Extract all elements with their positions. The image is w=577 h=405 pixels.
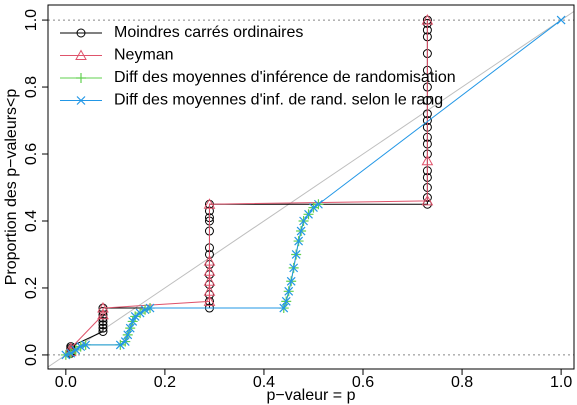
point xyxy=(279,303,289,313)
point xyxy=(203,265,216,276)
point xyxy=(130,312,140,321)
point xyxy=(296,226,306,236)
point xyxy=(203,275,216,286)
legend-label: Moindres carrés ordinaires xyxy=(114,24,303,41)
point xyxy=(97,302,109,313)
point xyxy=(203,255,216,266)
point xyxy=(81,340,91,350)
point xyxy=(98,320,108,330)
series-line xyxy=(70,20,428,352)
y-tick-label: 0.2 xyxy=(23,277,40,299)
point xyxy=(123,330,133,340)
point xyxy=(76,342,86,351)
point xyxy=(291,250,301,259)
diagonal-line xyxy=(47,10,575,368)
point xyxy=(120,337,130,346)
point xyxy=(140,305,150,315)
legend-marker xyxy=(75,49,87,60)
point xyxy=(98,316,108,326)
point xyxy=(281,296,291,306)
point xyxy=(115,340,125,350)
point xyxy=(61,350,71,360)
y-tick-label: 0.6 xyxy=(23,143,40,165)
x-tick-label: 0.0 xyxy=(55,374,77,391)
legend-marker xyxy=(76,73,86,83)
x-tick-label: 0.8 xyxy=(451,374,473,391)
point xyxy=(314,199,323,209)
y-tick-label: 0.4 xyxy=(23,210,40,232)
point xyxy=(97,308,109,320)
legend-label: Diff des moyennes d'inférence de randomi… xyxy=(114,69,456,86)
point xyxy=(304,209,313,219)
point xyxy=(145,303,155,313)
point xyxy=(284,286,294,296)
point xyxy=(203,295,216,306)
point xyxy=(421,14,434,25)
point xyxy=(203,198,216,209)
point xyxy=(421,154,434,166)
x-axis-label: p−valeur = p xyxy=(267,387,356,404)
legend-label: Neyman xyxy=(114,47,174,64)
point xyxy=(556,15,566,25)
x-tick-label: 1.0 xyxy=(550,374,572,391)
x-tick-label: 0.6 xyxy=(352,374,374,391)
point xyxy=(98,326,108,336)
point xyxy=(309,203,318,213)
point xyxy=(299,216,308,226)
point xyxy=(203,285,216,296)
point xyxy=(125,323,135,333)
legend-label: Diff des moyennes d'inf. de rand. selon … xyxy=(114,92,443,109)
legend-marker xyxy=(76,96,86,105)
point xyxy=(421,194,434,206)
point xyxy=(286,276,296,286)
y-axis-label: Proportion des p−valeurs<p xyxy=(3,89,20,286)
legend-marker xyxy=(76,28,86,38)
x-tick-label: 0.2 xyxy=(154,374,176,391)
y-tick-label: 1.0 xyxy=(23,9,40,31)
point xyxy=(289,263,299,273)
y-tick-label: 0.8 xyxy=(23,76,40,98)
point xyxy=(294,236,304,246)
plot-frame xyxy=(47,4,575,370)
point xyxy=(71,345,81,355)
point xyxy=(98,323,108,333)
y-tick-label: 0.0 xyxy=(23,344,40,366)
point xyxy=(66,348,76,358)
point xyxy=(135,308,145,318)
point xyxy=(128,317,138,326)
x-tick-label: 0.4 xyxy=(253,374,275,391)
